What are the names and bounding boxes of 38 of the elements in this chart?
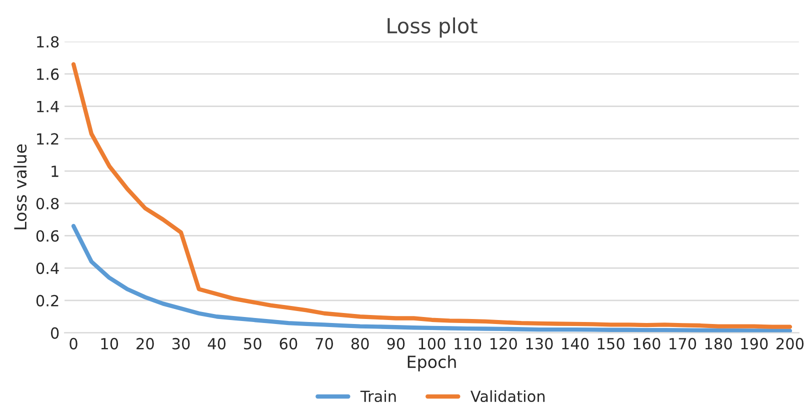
chart-title: Loss plot (388, 17, 478, 38)
x-tick-label: 150 (598, 338, 624, 350)
line-series (71, 224, 792, 333)
y-tick-label: 0.8 (36, 198, 59, 210)
y-tick-label: 1 (52, 166, 58, 177)
x-tick-label: 10 (101, 338, 118, 350)
y-tick-label: 0.2 (36, 294, 58, 306)
y-tick-label: 1.4 (37, 100, 59, 112)
y-tick-label: 1.8 (37, 36, 59, 48)
x-tick-label: 30 (172, 338, 190, 350)
x-tick-label: 160 (634, 338, 660, 350)
x-tick-label: 80 (351, 338, 369, 350)
y-tick-label: 0 (50, 327, 59, 339)
x-tick-label: 20 (136, 338, 154, 350)
x-tick-label: 200 (776, 338, 804, 350)
x-tick-label: 130 (526, 338, 553, 350)
x-tick-label: 100 (418, 338, 446, 350)
x-tick-label: 190 (741, 338, 768, 350)
y-tick-label: 0.4 (36, 262, 59, 274)
legend-label: Train (360, 390, 396, 402)
legend-label: Validation (470, 390, 545, 402)
x-tick-label: 70 (316, 338, 333, 350)
x-tick-label: 170 (670, 338, 696, 350)
x-axis-title: Epoch (408, 355, 456, 372)
y-axis-title: Loss value (14, 144, 27, 230)
line-series (71, 62, 792, 329)
x-tick-label: 110 (454, 338, 482, 350)
x-tick-label: 180 (705, 338, 732, 350)
y-tick-label: 0.6 (36, 230, 59, 242)
y-tick-label: 1.6 (37, 68, 59, 80)
x-tick-label: 0 (70, 338, 78, 350)
x-tick-label: 50 (244, 338, 262, 350)
x-tick-label: 120 (490, 338, 517, 350)
x-tick-label: 140 (562, 338, 589, 350)
y-tick-label: 1.2 (37, 133, 58, 144)
x-tick-label: 90 (387, 338, 405, 350)
x-tick-label: 40 (208, 338, 226, 350)
x-tick-label: 60 (280, 338, 298, 350)
